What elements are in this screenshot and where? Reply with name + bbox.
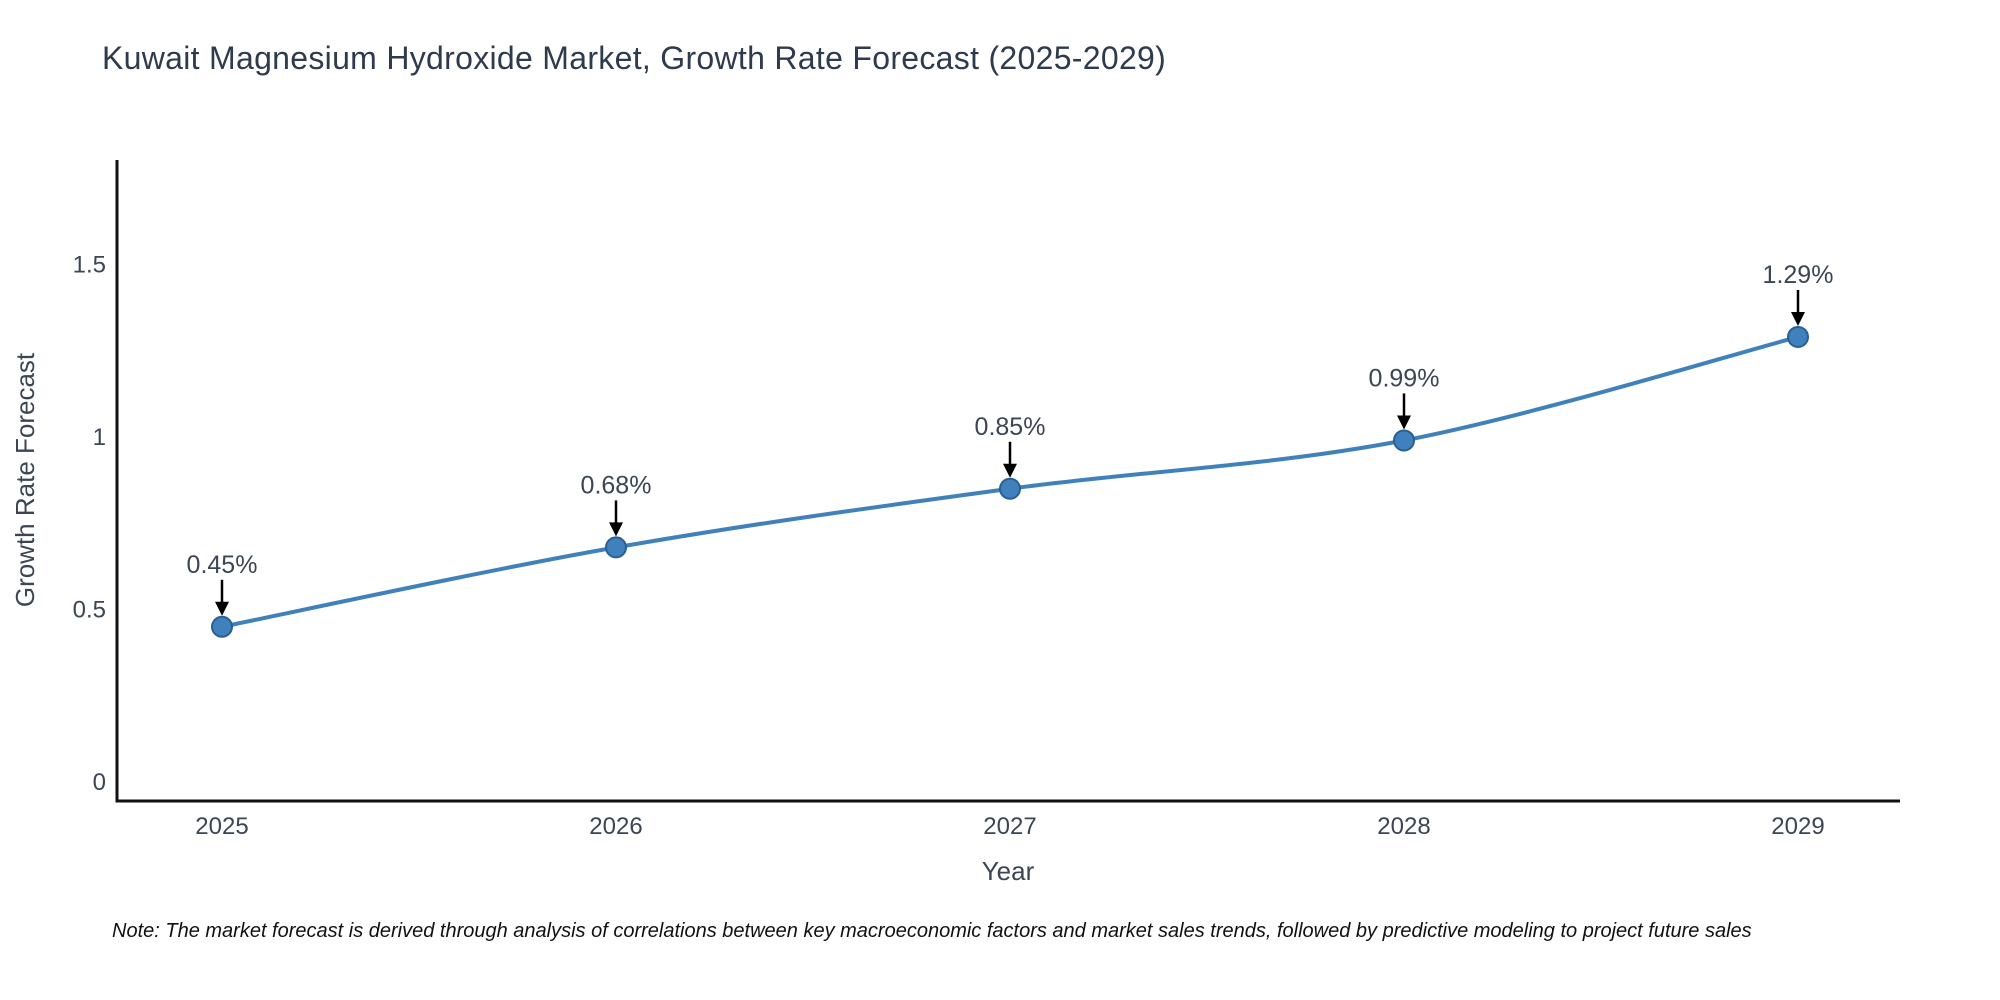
x-tick-label: 2025 (195, 813, 248, 840)
annotation-arrowhead (609, 522, 623, 537)
y-tick-labels: 0 0.5 1 1.5 (73, 252, 106, 797)
data-point-marker (211, 615, 233, 638)
x-tick-label: 2027 (983, 813, 1036, 840)
x-axis-title: Year (982, 856, 1035, 886)
annotation-label: 0.99% (1369, 364, 1440, 392)
y-axis-title: Growth Rate Forecast (10, 352, 40, 607)
data-point-marker (999, 477, 1021, 500)
y-tick-label: 1 (93, 424, 106, 451)
x-tick-label: 2026 (589, 813, 642, 840)
annotation-label: 0.45% (187, 551, 258, 579)
data-point-marker (1393, 429, 1415, 452)
annotation-arrowhead (1397, 415, 1411, 430)
data-point-marker (605, 536, 627, 559)
x-tick-labels: 2025 2026 2027 2028 2029 (195, 813, 1824, 840)
data-point-markers (211, 325, 1809, 638)
annotation-label: 1.29% (1763, 261, 1834, 289)
y-tick-label: 1.5 (73, 252, 106, 279)
annotation-arrowhead (1003, 463, 1017, 478)
data-point-marker (1787, 325, 1809, 348)
annotation-arrowhead (1791, 311, 1805, 326)
x-tick-label: 2028 (1377, 813, 1430, 840)
footnote: Note: The market forecast is derived thr… (112, 920, 1752, 942)
annotation-label: 0.85% (975, 413, 1046, 441)
annotation-label: 0.68% (581, 471, 652, 499)
y-tick-label: 0 (93, 769, 106, 796)
y-tick-label: 0.5 (73, 597, 106, 624)
chart-title: Kuwait Magnesium Hydroxide Market, Growt… (102, 40, 1167, 76)
annotation-arrowhead (215, 601, 229, 616)
x-tick-label: 2029 (1771, 813, 1824, 840)
point-annotations: 0.45% 0.68% 0.85% 0.99% 1.29% (187, 261, 1834, 616)
